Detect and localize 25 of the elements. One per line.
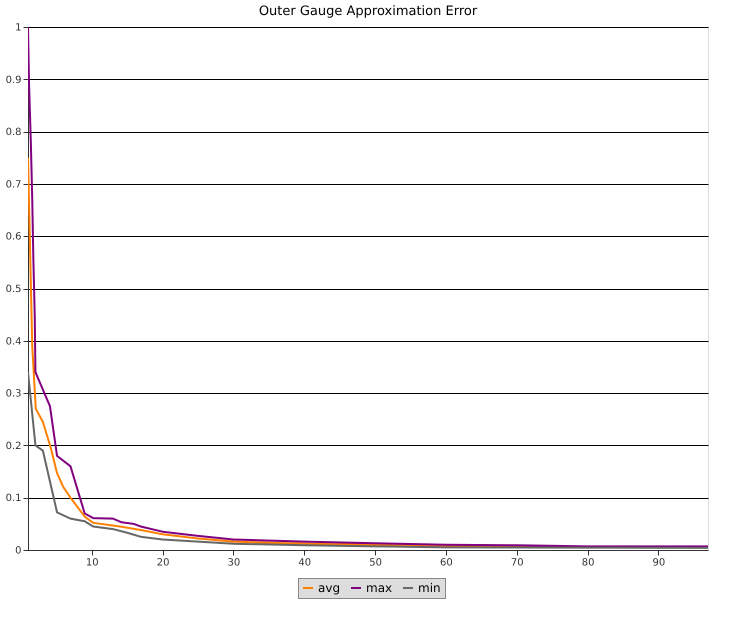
legend-label: min — [418, 581, 441, 595]
y-tick-label: 0.8 — [6, 127, 22, 138]
x-tick-label: 70 — [510, 558, 524, 568]
chart-title: Outer Gauge Approximation Error — [258, 4, 478, 19]
y-tick-label: 1 — [15, 22, 22, 34]
x-tick-label: 10 — [86, 558, 99, 568]
legend-label: max — [366, 581, 392, 595]
legend-label: avg — [318, 581, 340, 595]
y-tick-label: 0.3 — [6, 388, 22, 400]
x-tick-label: 30 — [228, 558, 240, 568]
y-tick-label: 0 — [15, 546, 22, 556]
y-tick-label: 0.6 — [6, 232, 22, 243]
y-tick-label: 0.2 — [6, 440, 22, 452]
y-tick-label: 0.1 — [6, 493, 22, 504]
x-tick-label: 40 — [298, 558, 312, 568]
x-tick-label: 60 — [440, 558, 453, 568]
x-tick-label: 20 — [156, 558, 170, 568]
y-tick-label: 0.7 — [6, 179, 22, 190]
x-tick-label: 90 — [652, 558, 666, 568]
y-tick-label: 0.9 — [6, 74, 22, 86]
x-tick-label: 50 — [369, 558, 382, 568]
y-tick-label: 0.4 — [6, 336, 22, 348]
y-tick-label: 0.5 — [6, 284, 22, 295]
line-series — [28, 27, 708, 548]
x-tick-label: 80 — [582, 558, 594, 568]
